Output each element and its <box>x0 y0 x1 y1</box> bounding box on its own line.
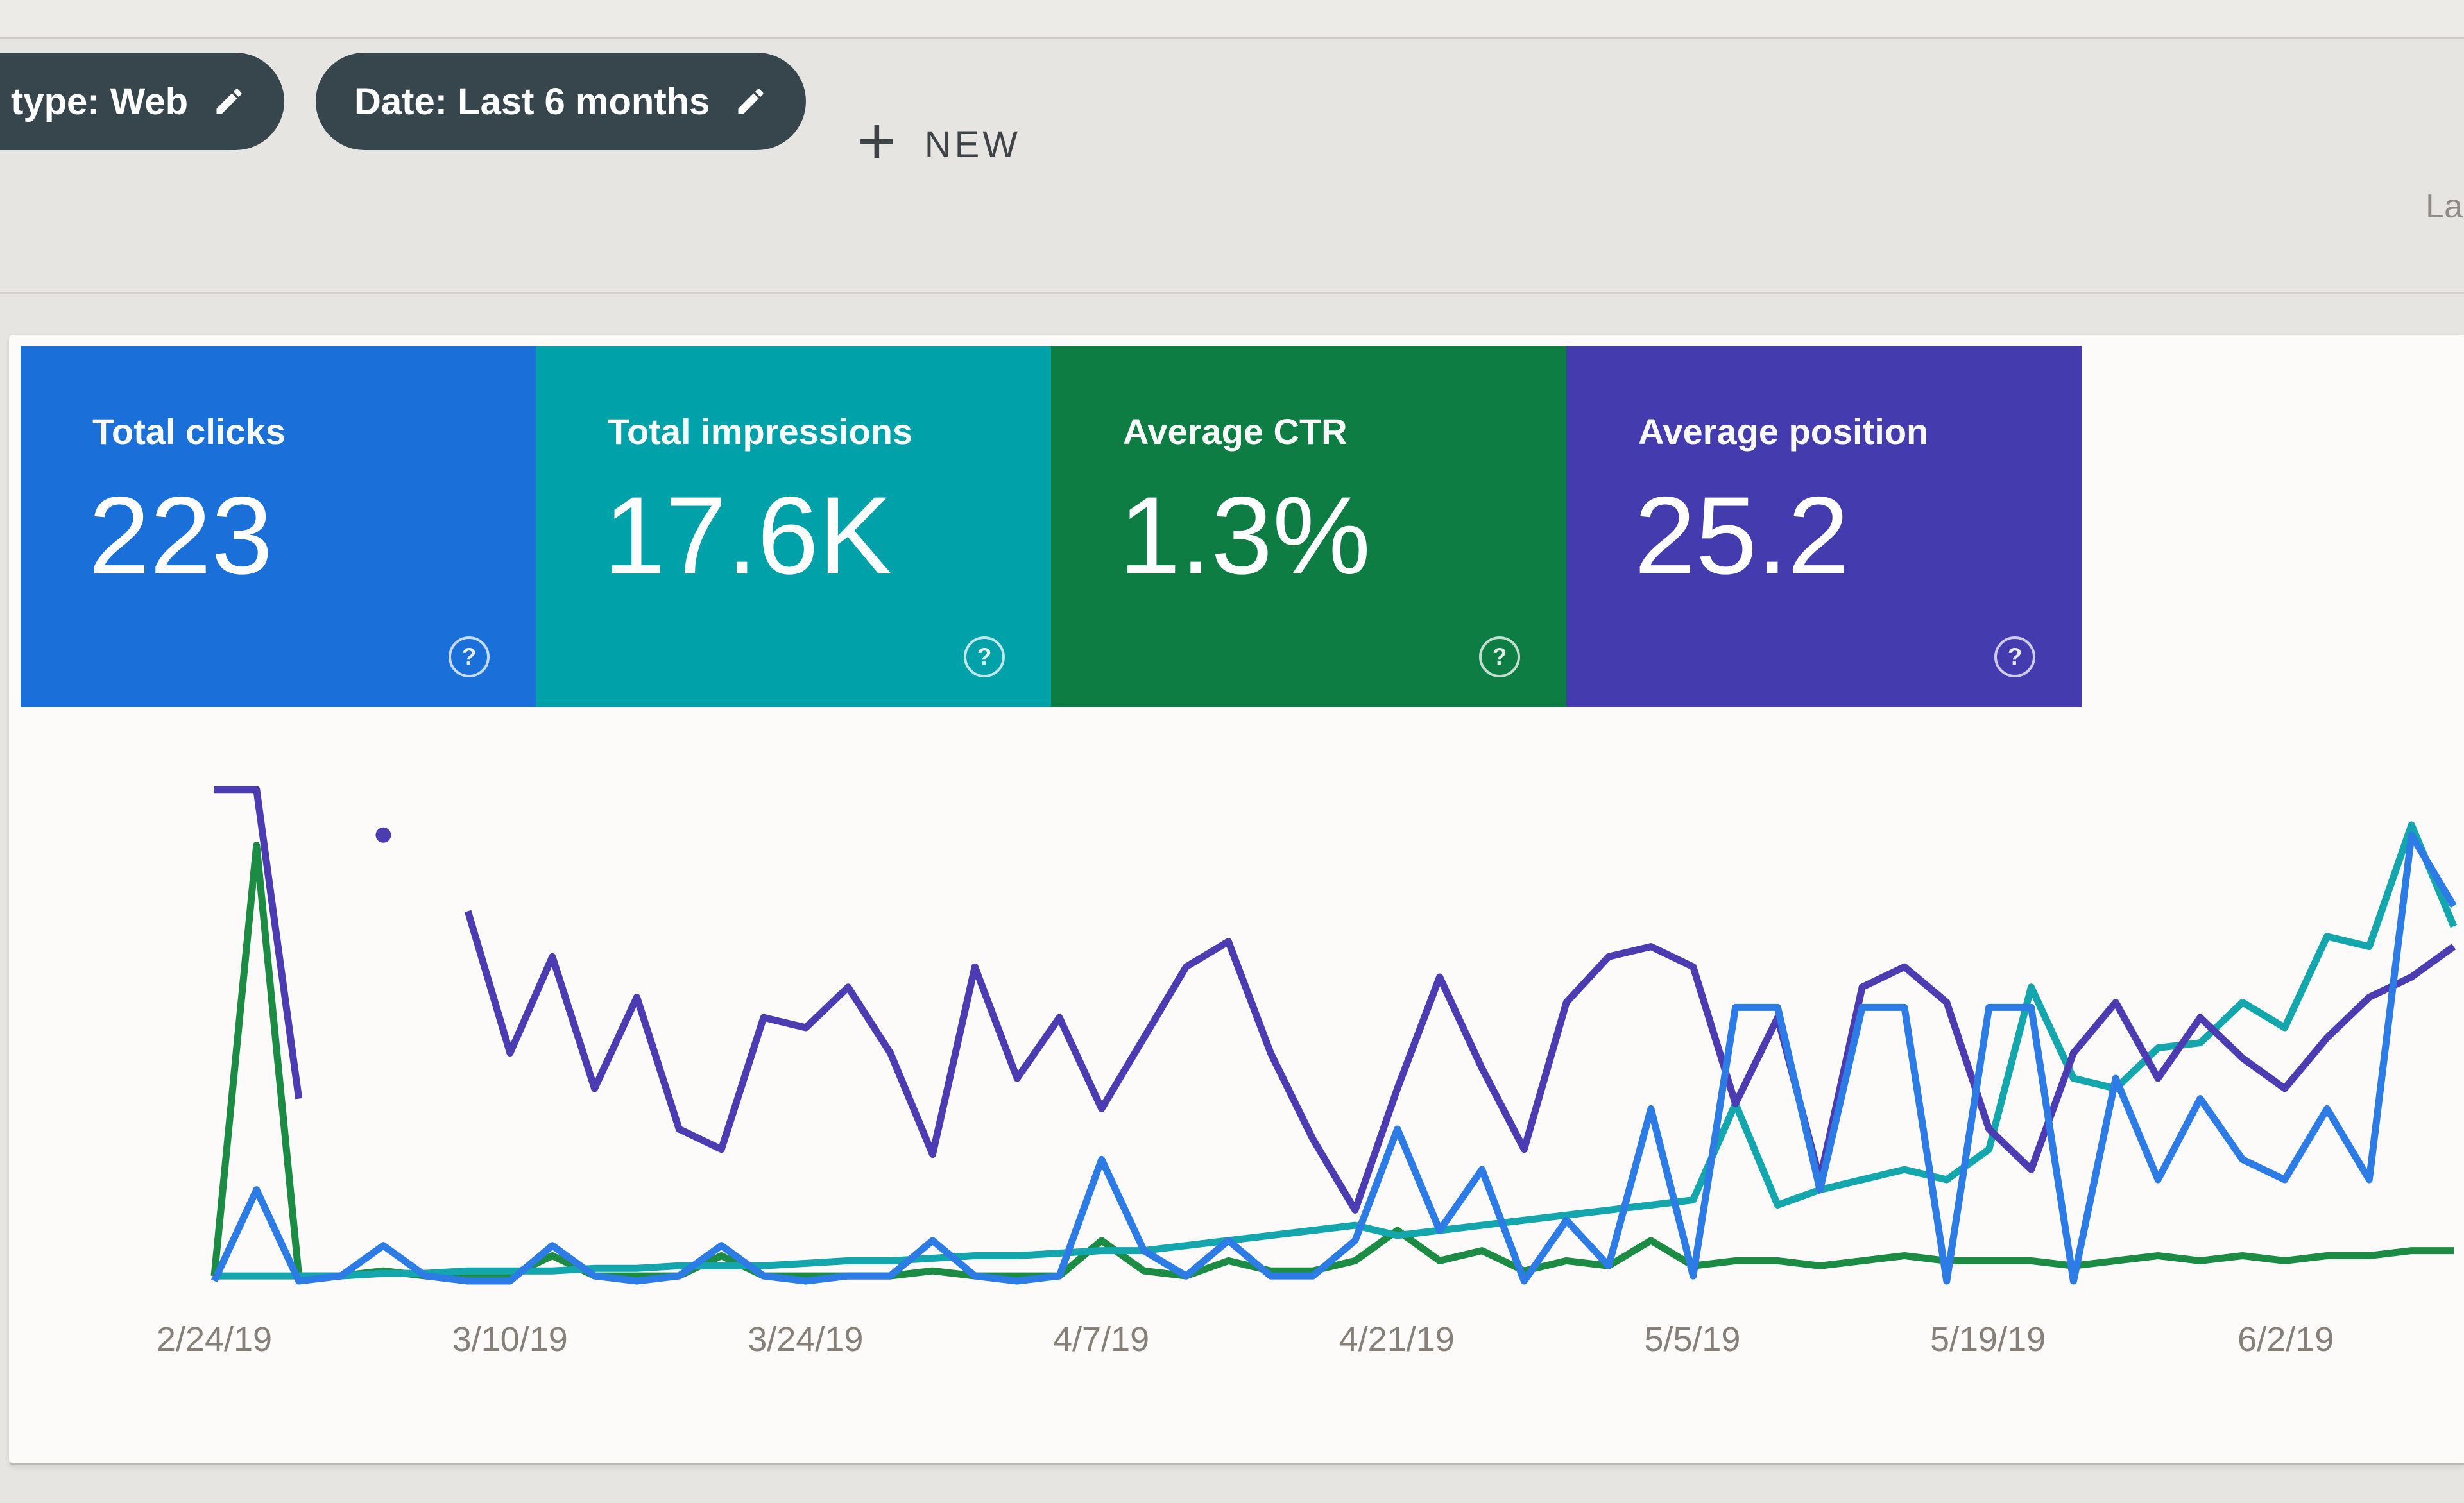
plus-icon: + <box>857 104 896 178</box>
chip-label: Date: Last 6 months <box>354 80 710 123</box>
metric-value: 17.6K <box>604 474 893 597</box>
metric-label: Total clicks <box>92 411 286 452</box>
series-line-average-position <box>464 910 2456 1214</box>
metric-tiles: Total clicks 223 ? Total impressions 17.… <box>21 346 2082 707</box>
series-line-total-impressions <box>214 821 2458 1280</box>
edit-pencil-icon <box>216 89 242 114</box>
top-right-text-fragment: La <box>2426 188 2463 225</box>
metric-tile-average-position[interactable]: Average position 25.2 ? <box>1566 346 2082 707</box>
performance-panel: Total clicks 223 ? Total impressions 17.… <box>9 335 2464 1465</box>
filter-chip-search-type[interactable]: type: Web <box>0 53 285 150</box>
metric-value: 1.3% <box>1119 474 1371 597</box>
metric-value: 25.2 <box>1634 474 1849 597</box>
help-icon[interactable]: ? <box>964 636 1005 677</box>
x-axis-label: 3/24/19 <box>748 1320 864 1359</box>
metric-tile-average-ctr[interactable]: Average CTR 1.3% ? <box>1051 346 1566 707</box>
metric-tile-total-clicks[interactable]: Total clicks 223 ? <box>21 346 536 707</box>
x-axis-label: 3/10/19 <box>452 1320 568 1359</box>
series-line-average-position <box>214 786 303 1100</box>
x-axis-label: 2/24/19 <box>156 1320 273 1359</box>
new-filter-button[interactable]: + NEW <box>853 96 1025 192</box>
edit-pencil-icon <box>738 89 764 114</box>
x-axis-label: 4/21/19 <box>1339 1320 1455 1359</box>
x-axis-label: 4/7/19 <box>1052 1320 1150 1359</box>
metric-label: Average position <box>1638 411 1929 452</box>
metric-value: 223 <box>89 474 273 597</box>
help-icon[interactable]: ? <box>1479 636 1520 677</box>
x-axis-label: 5/19/19 <box>1929 1320 2046 1359</box>
filter-chip-date-range[interactable]: Date: Last 6 months <box>316 53 807 150</box>
metric-label: Total impressions <box>608 411 913 452</box>
help-icon[interactable]: ? <box>1994 636 2035 677</box>
top-edge-band <box>0 0 2464 39</box>
series-point-average-position <box>375 827 391 843</box>
x-axis-label: 6/2/19 <box>2237 1320 2334 1359</box>
toolbar-divider <box>0 292 2464 294</box>
help-icon[interactable]: ? <box>449 636 490 677</box>
new-button-label: NEW <box>924 123 1022 166</box>
series-line-average-ctr <box>210 842 2454 1280</box>
chart-canvas <box>210 786 2458 1285</box>
chip-label: type: Web <box>11 80 189 123</box>
series-line-total-clicks <box>211 831 2457 1285</box>
metric-tile-total-impressions[interactable]: Total impressions 17.6K ? <box>536 346 1051 707</box>
x-axis-labels: 2/24/19 3/10/19 3/24/19 4/7/19 4/21/19 5/5/19… <box>157 1320 2454 1371</box>
x-axis-label: 5/5/19 <box>1644 1320 1741 1359</box>
metric-label: Average CTR <box>1123 411 1348 452</box>
performance-chart[interactable] <box>210 751 2458 1286</box>
